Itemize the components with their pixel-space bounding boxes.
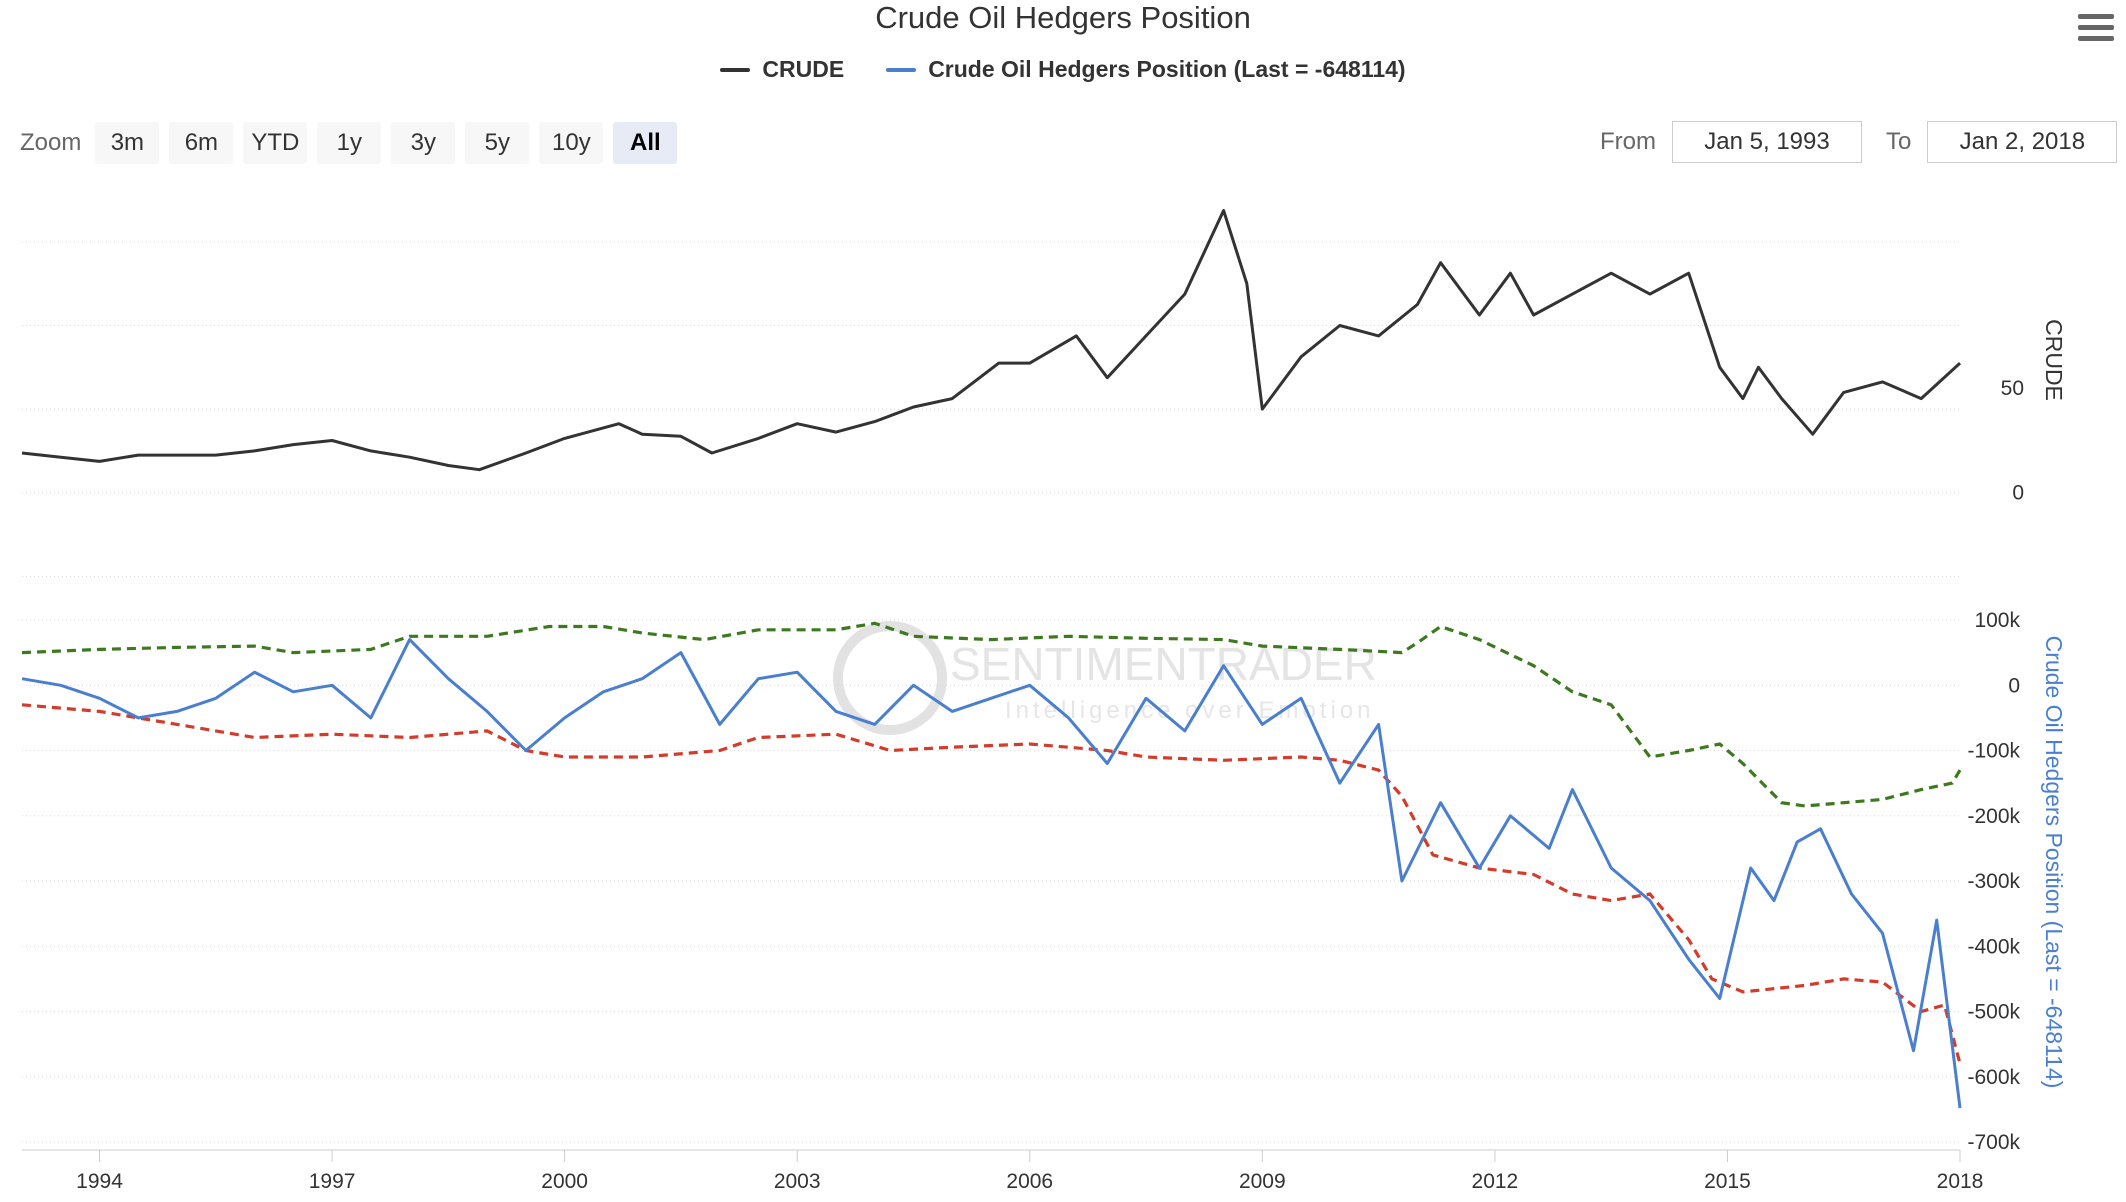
axis-bottom: 100k 0 -100k -200k -300k -400k -500k -600k -700k… <box>1967 609 2067 1154</box>
zoom-1y-button[interactable]: 1y <box>317 122 382 164</box>
y-tick-label-bottom: -400k <box>1967 935 2020 958</box>
watermark-text: SENTIMENTRADER <box>950 638 1377 690</box>
x-tick-label: 2015 <box>1704 1170 1751 1193</box>
y-tick-label-top: 0 <box>2012 482 2024 505</box>
legend-label-hedgers: Crude Oil Hedgers Position (Last = -6481… <box>928 56 1406 82</box>
legend-label-crude: CRUDE <box>762 56 845 82</box>
x-tick-label: 2009 <box>1239 1170 1286 1193</box>
zoom-ytd-button[interactable]: YTD <box>243 122 308 164</box>
x-tick-label: 2000 <box>541 1170 588 1193</box>
y-tick-label-bottom: -200k <box>1967 805 2020 828</box>
x-tick-label: 2018 <box>1937 1170 1984 1193</box>
chart-title: Crude Oil Hedgers Position <box>875 0 1251 35</box>
y-tick-label-bottom: 0 <box>2008 674 2020 697</box>
y-tick-label-bottom: -600k <box>1967 1066 2020 1089</box>
y-tick-label-bottom: 100k <box>1974 609 2020 632</box>
y-tick-label-bottom: -100k <box>1967 740 2020 763</box>
x-tick-label: 1997 <box>309 1170 356 1193</box>
to-date-input[interactable] <box>1927 121 2118 163</box>
legend-swatch-crude <box>720 67 751 72</box>
zoom-3m-button[interactable]: 3m <box>95 122 160 164</box>
x-axis: 1994 1997 2000 2003 2006 2009 2012 2015 2018 <box>22 1149 1984 1193</box>
axis-top: 0 50 CRUDE <box>2001 319 2067 505</box>
y-tick-label-bottom: -500k <box>1967 1001 2020 1024</box>
menu-bar <box>2078 25 2114 30</box>
to-label: To <box>1886 128 1912 155</box>
y-axis-title-crude: CRUDE <box>2041 319 2067 401</box>
hedgers-line <box>21 638 1962 1109</box>
legend-item-crude[interactable]: CRUDE <box>720 56 844 83</box>
menu-bar <box>2078 36 2114 41</box>
from-date-input[interactable] <box>1672 121 1862 163</box>
upper-band-line <box>21 621 1962 808</box>
crude-line <box>21 209 1962 472</box>
x-tick-label: 1994 <box>76 1170 123 1193</box>
date-range: From To <box>1600 121 2118 163</box>
grid-top <box>22 241 1960 577</box>
from-label: From <box>1600 128 1656 155</box>
x-tick-label: 2006 <box>1006 1170 1053 1193</box>
zoom-5y-button[interactable]: 5y <box>465 122 530 164</box>
zoom-label: Zoom <box>20 129 82 156</box>
lower-band-line <box>21 703 1962 1065</box>
zoom-10y-button[interactable]: 10y <box>539 122 604 164</box>
watermark-logo-icon <box>833 621 947 735</box>
zoom-3y-button[interactable]: 3y <box>391 122 456 164</box>
zoom-bar: Zoom 3m 6m YTD 1y 3y 5y 10y All <box>20 122 678 164</box>
x-tick-label: 2003 <box>774 1170 821 1193</box>
zoom-6m-button[interactable]: 6m <box>169 122 234 164</box>
y-axis-title-hedgers: Crude Oil Hedgers Position (Last = -6481… <box>2041 636 2067 1089</box>
hamburger-menu-icon[interactable] <box>2078 14 2114 44</box>
legend: CRUDE Crude Oil Hedgers Position (Last =… <box>0 56 2126 83</box>
series-layer <box>21 209 1962 1109</box>
zoom-all-button[interactable]: All <box>613 122 678 164</box>
legend-item-hedgers[interactable]: Crude Oil Hedgers Position (Last = -6481… <box>886 56 1406 83</box>
y-tick-label-bottom: -700k <box>1967 1131 2020 1154</box>
y-tick-label-bottom: -300k <box>1967 870 2020 893</box>
x-tick-label: 2012 <box>1472 1170 1519 1193</box>
y-tick-label-top: 50 <box>2001 377 2024 400</box>
menu-bar <box>2078 14 2114 19</box>
grid-bottom <box>22 619 1960 1143</box>
legend-swatch-hedgers <box>886 67 917 72</box>
